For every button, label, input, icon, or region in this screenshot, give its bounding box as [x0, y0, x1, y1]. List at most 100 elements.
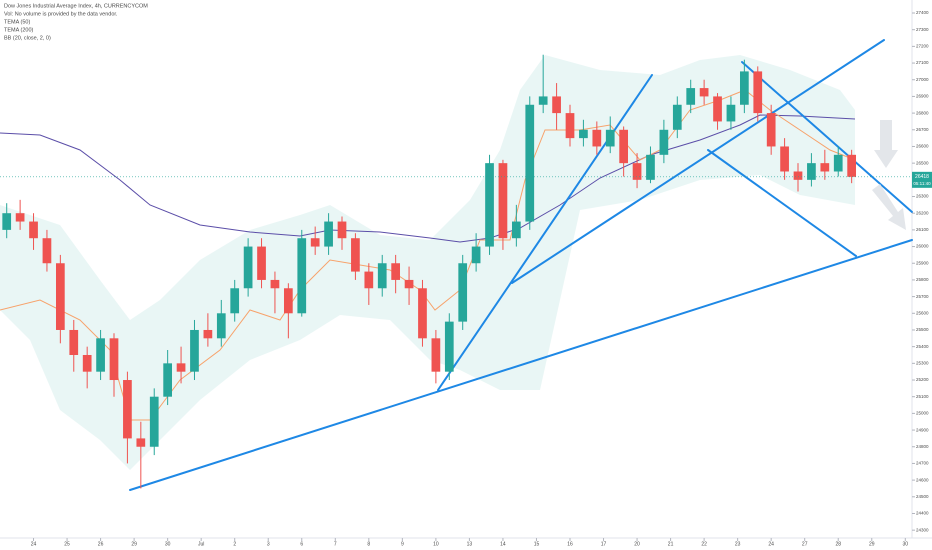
tema-200	[0, 114, 856, 243]
legend-line: TEMA (50)	[4, 19, 30, 25]
x-tick-label: 24	[768, 541, 774, 547]
candle-body	[216, 313, 226, 339]
candle-body	[69, 329, 79, 355]
x-tick-label: 13	[467, 541, 473, 547]
x-tick-label: 22	[701, 541, 707, 547]
arrow	[874, 120, 898, 168]
x-tick-label: 25	[64, 541, 70, 547]
last-price-label: 26418	[915, 174, 929, 180]
y-tick-label: 24800	[916, 444, 929, 449]
y-tick-label: 26200	[916, 210, 929, 215]
candle-body	[552, 96, 561, 114]
candle-body	[713, 96, 722, 122]
candle-body	[136, 438, 146, 447]
y-tick-label: 26700	[916, 127, 929, 132]
x-tick-label: 27	[802, 541, 808, 547]
channel-line	[741, 61, 913, 213]
x-tick-label: 10	[433, 541, 439, 547]
y-tick-label: 25600	[916, 310, 929, 315]
y-tick-label: 25200	[916, 377, 929, 382]
candle-body	[619, 129, 629, 164]
x-tick-label: 28	[835, 541, 841, 547]
candle-body	[149, 396, 159, 447]
channel-line	[707, 149, 857, 257]
y-tick-label: 26500	[916, 160, 929, 165]
x-tick-label: 30	[165, 541, 171, 547]
x-tick-label: 6	[300, 541, 303, 547]
candle-body	[444, 321, 454, 372]
y-tick-label: 26300	[916, 194, 929, 199]
candle-body	[525, 104, 535, 222]
candle-body	[847, 154, 857, 177]
candle-body	[458, 263, 468, 322]
candle-body	[498, 163, 508, 239]
candle-body	[404, 279, 414, 289]
y-tick-label: 25000	[916, 411, 929, 416]
candle-body	[418, 288, 427, 339]
candle-body	[337, 221, 347, 239]
candle-body	[377, 263, 387, 289]
y-tick-label: 24600	[916, 477, 929, 482]
arrow	[872, 184, 906, 230]
trend-lines	[129, 39, 913, 491]
x-tick-label: 30	[903, 541, 909, 547]
y-tick-label: 25700	[916, 294, 929, 299]
candle-body	[310, 238, 320, 247]
candle-body	[190, 329, 199, 372]
y-tick-label: 24500	[916, 494, 929, 499]
y-tick-label: 25400	[916, 344, 929, 349]
candle-body	[753, 71, 763, 114]
y-tick-label: 25500	[916, 327, 929, 332]
trend-line	[437, 74, 653, 391]
candle-body	[485, 163, 494, 247]
trend-line	[511, 39, 885, 284]
candle-body	[686, 88, 696, 105]
x-tick-label: 21	[668, 541, 674, 547]
y-tick-label: 26800	[916, 110, 929, 115]
x-tick-label: 26	[98, 541, 104, 547]
x-tick-label: 14	[500, 541, 506, 547]
legend-line: Vol: No volume is provided by the data v…	[4, 11, 118, 17]
candle-body	[807, 163, 816, 180]
countdown-label: 05:11:40	[913, 181, 931, 186]
candle-body	[55, 263, 65, 330]
legend: Dow Jones Industrial Average Index, 4h, …	[4, 3, 148, 41]
x-tick-label: Jul	[198, 541, 204, 547]
candle-body	[243, 246, 253, 289]
candle-body	[820, 163, 830, 172]
x-tick-label: 3	[267, 541, 270, 547]
legend-line: TEMA (200)	[4, 27, 34, 33]
candle-body	[511, 221, 521, 239]
candle-body	[538, 96, 548, 105]
x-tick-label: 20	[634, 541, 640, 547]
x-tick-label: 17	[601, 541, 607, 547]
y-tick-label: 24900	[916, 427, 929, 432]
candle-body	[726, 104, 736, 122]
candle-body	[632, 163, 642, 180]
y-tick-label: 24700	[916, 461, 929, 466]
candle-body	[766, 113, 776, 147]
last-price-box	[912, 171, 932, 188]
candle-body	[297, 238, 307, 314]
x-tick-label: 15	[534, 541, 540, 547]
y-tick-label: 26000	[916, 244, 929, 249]
candle-body	[364, 271, 374, 289]
candle-body	[283, 288, 293, 314]
candle-body	[230, 288, 240, 314]
candle-body	[42, 238, 52, 264]
x-tick-label: 23	[735, 541, 741, 547]
candle-body	[257, 246, 266, 280]
candle-body	[203, 329, 213, 339]
candle-body	[646, 154, 655, 180]
candle-body	[82, 354, 92, 372]
candle-body	[96, 338, 105, 372]
legend-line: BB (20, close, 2, 0)	[4, 35, 51, 41]
x-tick-label: 7	[334, 541, 337, 547]
x-tick-label: 2	[233, 541, 236, 547]
x-tick-label: 9	[401, 541, 404, 547]
candle-body	[351, 238, 360, 272]
y-tick-label: 26900	[916, 94, 929, 99]
support-line	[129, 239, 913, 491]
candle-body	[605, 129, 615, 147]
